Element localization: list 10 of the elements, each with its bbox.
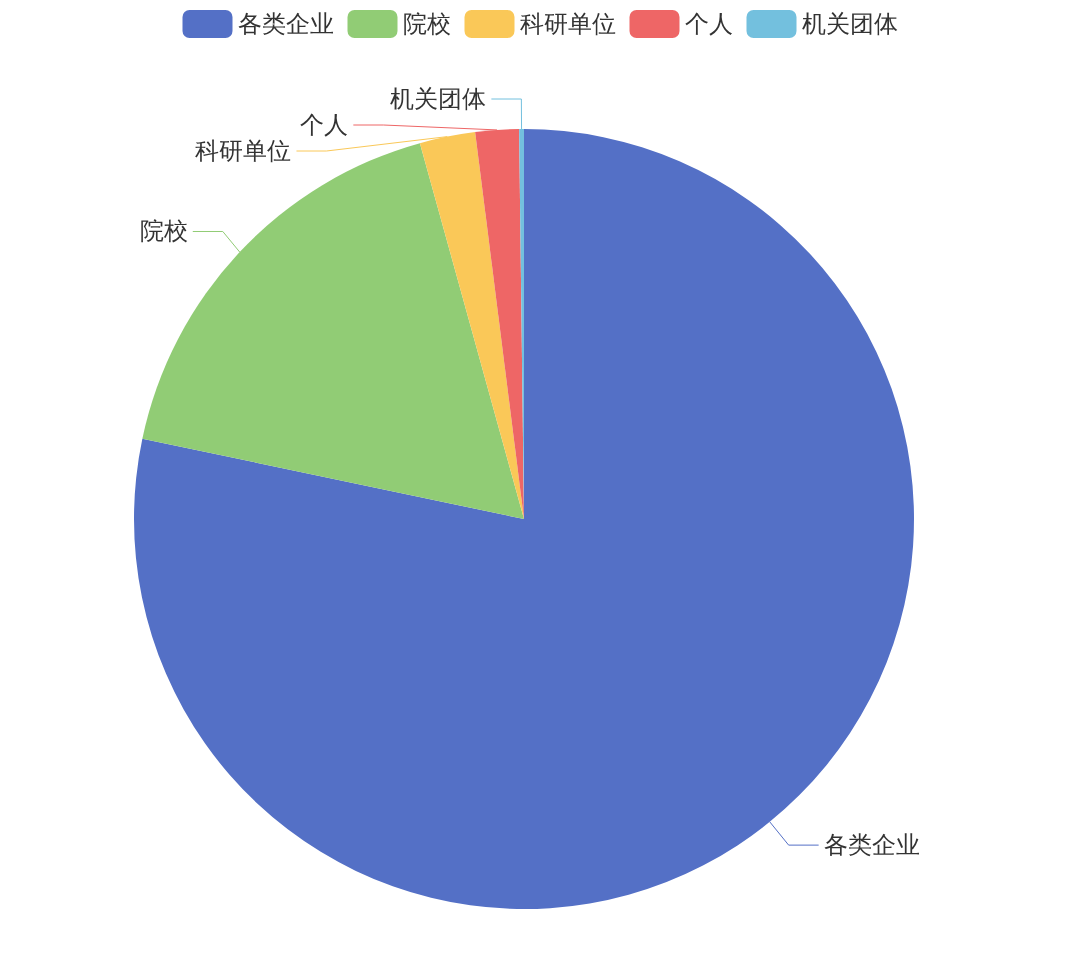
slice-label: 个人 [300,111,349,140]
legend-label: 机关团体 [801,10,898,38]
legend-label: 个人 [684,10,733,38]
legend-label: 科研单位 [519,10,616,38]
legend-label: 院校 [402,10,451,38]
slice-label: 机关团体 [390,85,487,114]
slice-label: 各类企业 [823,831,920,860]
legend-label: 各类企业 [237,10,334,38]
slice-label: 院校 [139,217,188,246]
slice-label: 科研单位 [195,137,292,166]
